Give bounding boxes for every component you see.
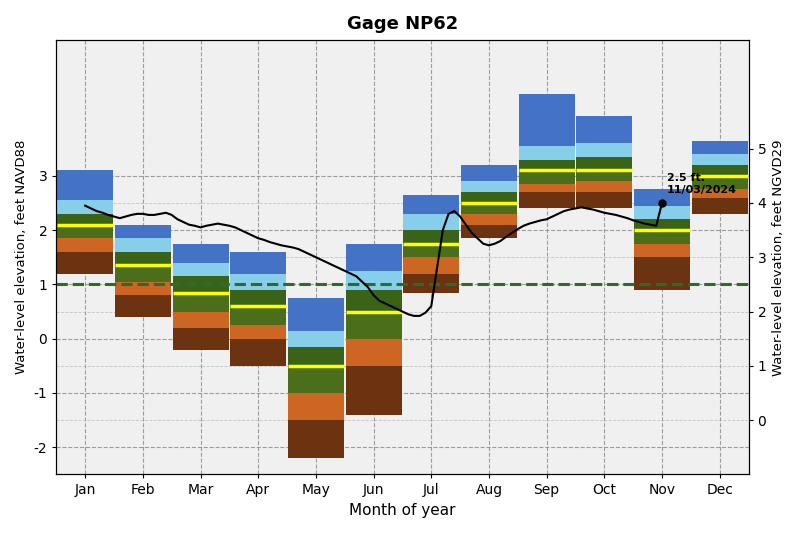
Bar [230, 273, 286, 290]
Bar [346, 290, 402, 312]
Bar [576, 157, 632, 171]
Title: Gage NP62: Gage NP62 [347, 15, 458, 33]
Bar [518, 159, 574, 171]
Bar [576, 181, 632, 192]
Bar [518, 184, 574, 192]
X-axis label: Month of year: Month of year [349, 503, 456, 518]
Bar [57, 252, 113, 273]
Bar [288, 420, 344, 458]
Bar [230, 325, 286, 338]
Bar [576, 171, 632, 181]
Bar [403, 273, 459, 293]
Bar [576, 192, 632, 208]
Bar [518, 146, 574, 159]
Bar [230, 306, 286, 325]
Bar [57, 214, 113, 225]
Bar [692, 165, 748, 176]
Bar [692, 141, 748, 154]
Bar [692, 176, 748, 189]
Bar [692, 189, 748, 198]
Bar [346, 312, 402, 338]
Bar [57, 171, 113, 200]
Bar [173, 244, 229, 263]
Y-axis label: Water-level elevation, feet NAVD88: Water-level elevation, feet NAVD88 [15, 140, 28, 375]
Bar [115, 225, 171, 238]
Bar [288, 298, 344, 330]
Bar [692, 154, 748, 165]
Bar [115, 252, 171, 265]
Bar [173, 312, 229, 328]
Bar [461, 165, 517, 181]
Bar [403, 230, 459, 244]
Bar [288, 347, 344, 366]
Bar [346, 244, 402, 271]
Bar [634, 244, 690, 257]
Bar [461, 181, 517, 192]
Bar [403, 244, 459, 257]
Bar [230, 338, 286, 366]
Bar [346, 271, 402, 290]
Bar [57, 238, 113, 252]
Bar [634, 257, 690, 290]
Bar [634, 206, 690, 219]
Bar [576, 143, 632, 157]
Bar [288, 330, 344, 347]
Bar [115, 282, 171, 295]
Bar [57, 200, 113, 214]
Bar [461, 203, 517, 214]
Y-axis label: Water-level elevation, feet NGVD29: Water-level elevation, feet NGVD29 [772, 139, 785, 376]
Bar [173, 263, 229, 276]
Bar [576, 116, 632, 143]
Bar [692, 198, 748, 214]
Bar [634, 189, 690, 206]
Bar [403, 257, 459, 273]
Bar [173, 328, 229, 350]
Bar [403, 195, 459, 214]
Bar [403, 214, 459, 230]
Bar [518, 171, 574, 184]
Bar [518, 94, 574, 146]
Bar [288, 366, 344, 393]
Bar [115, 295, 171, 317]
Bar [461, 225, 517, 238]
Bar [461, 192, 517, 203]
Bar [115, 265, 171, 282]
Bar [634, 219, 690, 230]
Bar [230, 252, 286, 273]
Bar [346, 338, 402, 366]
Bar [461, 214, 517, 225]
Bar [518, 192, 574, 208]
Text: 2.5 ft.
11/03/2024: 2.5 ft. 11/03/2024 [666, 173, 737, 195]
Bar [230, 290, 286, 306]
Bar [173, 276, 229, 293]
Bar [57, 225, 113, 238]
Bar [634, 230, 690, 244]
Bar [115, 238, 171, 252]
Bar [346, 366, 402, 415]
Bar [288, 393, 344, 420]
Bar [173, 293, 229, 312]
